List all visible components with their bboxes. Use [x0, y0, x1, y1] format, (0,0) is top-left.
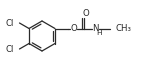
Text: O: O [82, 9, 89, 17]
Text: CH₃: CH₃ [116, 24, 132, 33]
Text: H: H [96, 30, 102, 36]
Text: N: N [92, 24, 98, 33]
Text: Cl: Cl [5, 44, 14, 54]
Text: Cl: Cl [5, 18, 14, 28]
Text: O: O [70, 24, 77, 33]
